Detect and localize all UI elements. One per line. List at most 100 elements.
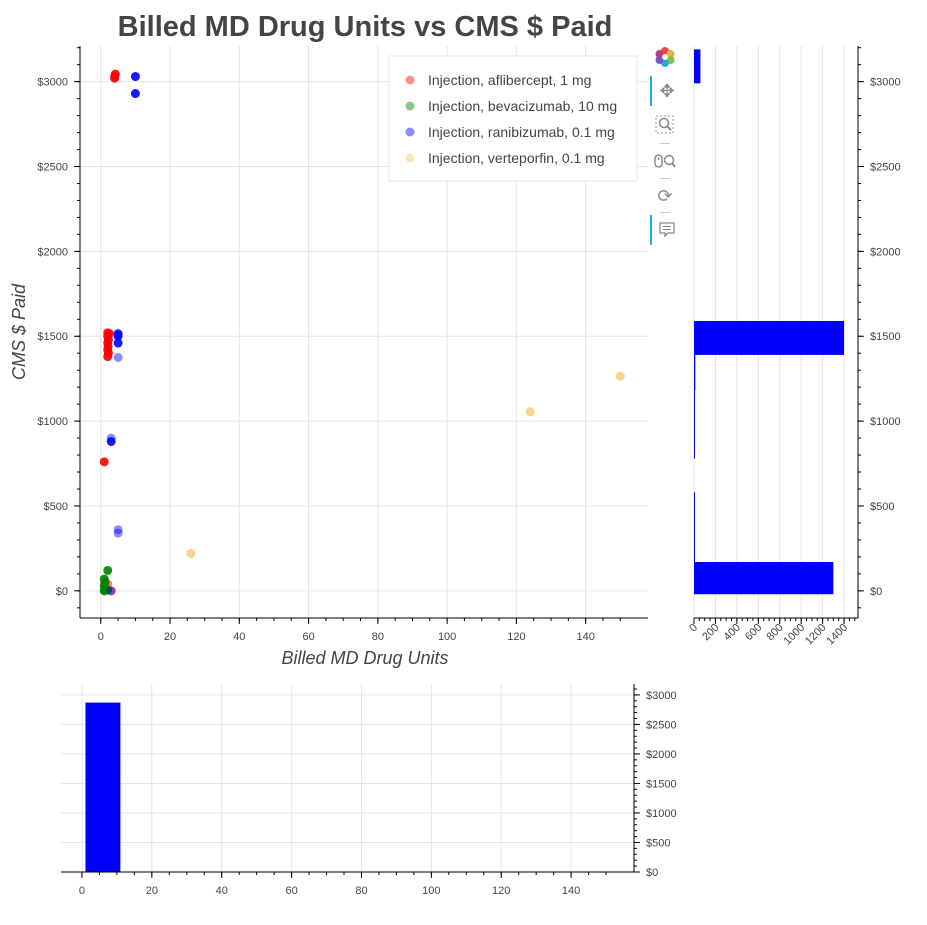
toolbar-separator [660,178,670,179]
reset-icon[interactable]: ⟳ [657,185,673,207]
bottom-x-tick-label: 80 [355,885,367,897]
legend-marker [405,101,415,111]
data-point[interactable] [525,407,535,417]
legend-label: Injection, bevacizumab, 10 mg [428,98,617,114]
right-x-tick-label: 400 [722,622,743,643]
data-point[interactable] [106,586,116,596]
bottom-y-tick-label: $2500 [646,719,677,731]
bottom-y-tick-label: $2000 [646,749,677,761]
data-point[interactable] [113,528,123,538]
data-point[interactable] [106,436,116,446]
y-tick-label: $1000 [37,416,68,428]
data-point[interactable] [103,352,113,362]
right-histogram-bar[interactable] [694,492,695,529]
box-zoom-icon[interactable] [650,110,680,140]
bottom-x-tick-label: 120 [492,885,510,897]
bottom-histogram-bar[interactable] [85,702,121,872]
x-tick-label: 100 [438,631,456,643]
right-x-tick-label: 200 [700,622,721,643]
pan-icon[interactable]: ✥ [650,76,682,106]
y-tick-label: $2000 [37,246,68,258]
data-point[interactable] [113,338,123,348]
legend-label: Injection, verteporfin, 0.1 mg [428,150,605,166]
legend: Injection, aflibercept, 1 mg Injection, b… [388,55,638,182]
bottom-y-tick-label: $1000 [646,808,677,820]
y-tick-label: $1500 [37,331,68,343]
right-histogram-bar[interactable] [694,49,701,84]
legend-marker [405,75,415,85]
bottom-histogram[interactable]: 0 20 40 60 80 100 120 140 $0 $500 $1000 $1500 $2000 $… [61,684,677,897]
legend-label: Injection, ranibizumab, 0.1 mg [428,124,615,140]
right-y-tick-label: $500 [870,501,894,513]
right-y-tick-label: $0 [870,586,882,598]
toolbar-separator [660,212,670,213]
x-axis-label: Billed MD Drug Units [281,648,448,668]
data-point[interactable] [113,525,123,535]
right-y-tick-label: $2000 [870,246,901,258]
right-y-tick-label: $1000 [870,416,901,428]
data-point[interactable] [110,73,120,83]
bottom-x-tick-label: 20 [146,885,158,897]
bottom-plot-area[interactable] [61,684,634,872]
y-tick-label: $2500 [37,162,68,174]
right-histogram-bar[interactable] [694,424,695,459]
bottom-x-tick-label: 0 [79,885,85,897]
bottom-bars [85,702,121,872]
data-point[interactable] [103,565,113,575]
data-point[interactable] [113,352,123,362]
toolbar-separator [660,143,670,144]
legend-label: Injection, aflibercept, 1 mg [428,72,591,88]
right-histogram-bar[interactable] [694,390,695,425]
right-y-tick-label: $2500 [870,162,901,174]
x-tick-label: 60 [302,631,314,643]
bottom-y-tick-label: $0 [646,867,658,879]
right-x-tick-label: 600 [743,622,764,643]
right-y-tick-label: $3000 [870,77,901,89]
right-histogram-bar[interactable] [694,561,834,595]
bottom-y-tick-label: $1500 [646,778,677,790]
main-scatter-plot[interactable]: 0 20 40 60 80 100 120 140 $0 $500 $1000 $1500 $2000 $… [9,46,648,668]
right-histogram-bar[interactable] [694,320,845,355]
main-axes: 0 20 40 60 80 100 120 140 $0 $500 $1000 $1500 $2000 $… [37,46,648,643]
bottom-grid [61,684,634,873]
right-histogram-bar[interactable] [694,528,695,562]
main-points [99,69,625,596]
data-point[interactable] [130,72,140,82]
x-tick-label: 40 [233,631,245,643]
data-point[interactable] [103,585,113,595]
data-point[interactable] [130,89,140,99]
bottom-y-tick-label: $3000 [646,690,677,702]
x-tick-label: 20 [164,631,176,643]
legend-marker [405,127,415,137]
x-tick-label: 120 [507,631,525,643]
legend-box [388,55,638,182]
x-tick-label: 80 [372,631,384,643]
chart-title: Billed MD Drug Units vs CMS $ Paid [118,11,613,43]
y-tick-label: $500 [44,501,68,513]
bottom-x-tick-label: 140 [562,885,580,897]
bottom-x-tick-label: 40 [216,885,228,897]
y-tick-label: $3000 [37,77,68,89]
bottom-x-tick-label: 100 [422,885,440,897]
hover-icon[interactable] [650,215,682,245]
data-point[interactable] [615,371,625,381]
right-histogram-bar[interactable] [694,354,696,391]
x-tick-label: 140 [576,631,594,643]
right-x-tick-label: 1000 [782,622,808,648]
right-x-tick-label: 1200 [803,622,829,648]
right-y-tick-label: $1500 [870,331,901,343]
bottom-x-tick-label: 60 [285,885,297,897]
bokeh-logo-icon[interactable] [650,42,680,72]
right-x-tick-label: 1400 [824,622,850,648]
y-axis-label: CMS $ Paid [9,283,29,380]
right-bars [694,49,845,595]
data-point[interactable] [113,331,123,341]
bottom-axes: 0 20 40 60 80 100 120 140 $0 $500 $1000 $1500 $2000 $… [61,684,677,897]
wheel-zoom-icon[interactable] [650,146,680,176]
bottom-y-tick-label: $500 [646,837,670,849]
right-histogram[interactable]: 0 200 400 600 800100012001400$0$500$1000$150… [687,46,901,648]
data-point[interactable] [186,549,196,559]
x-tick-label: 0 [98,631,104,643]
data-point[interactable] [99,457,109,467]
